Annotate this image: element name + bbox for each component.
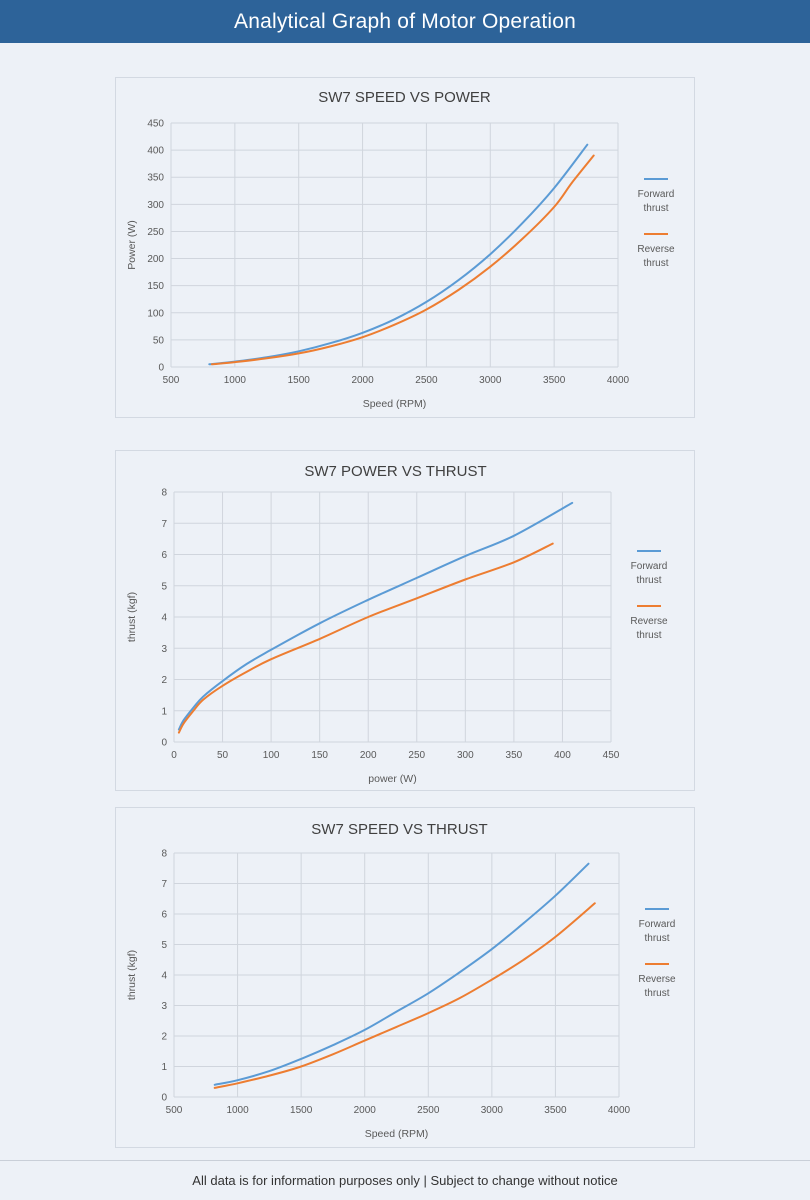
y-tick-label: 6	[161, 910, 167, 921]
y-tick-label: 200	[147, 254, 164, 265]
legend-label: Forward	[638, 189, 675, 200]
x-tick-label: 2000	[351, 375, 374, 386]
legend-label: thrust	[644, 988, 669, 999]
chart-speed-vs-power: SW7 SPEED VS POWER 500 1000 1500 2000 2500 300…	[115, 77, 695, 418]
y-tick-label: 0	[158, 363, 164, 374]
y-tick-label: 2	[161, 675, 167, 686]
y-tick-label: 4	[161, 613, 167, 624]
legend-label: Reverse	[637, 244, 675, 255]
x-tick-label: 2500	[417, 1105, 440, 1116]
x-tick-label: 1500	[288, 375, 311, 386]
y-tick-label: 3	[161, 1001, 167, 1012]
x-tick-label: 4000	[607, 375, 630, 386]
legend-label: Reverse	[630, 616, 668, 627]
y-tick-label: 400	[147, 146, 164, 157]
series-line	[210, 154, 595, 366]
legend-label: thrust	[643, 203, 668, 214]
y-axis-label: thrust (kgf)	[126, 592, 138, 642]
y-tick-label: 5	[161, 940, 167, 951]
x-tick-label: 400	[554, 750, 571, 761]
y-tick-label: 1	[161, 1062, 167, 1073]
x-tick-label: 350	[506, 750, 523, 761]
y-tick-label: 0	[161, 738, 167, 749]
x-tick-label: 1000	[226, 1105, 249, 1116]
series-line	[177, 542, 554, 734]
legend-label: thrust	[636, 630, 661, 641]
page-title: Analytical Graph of Motor Operation	[234, 9, 576, 33]
y-tick-label: 8	[161, 488, 167, 499]
y-tick-label: 2	[161, 1032, 167, 1043]
x-tick-label: 3000	[479, 375, 502, 386]
y-tick-label: 150	[147, 281, 164, 292]
y-tick-label: 8	[161, 849, 167, 860]
y-tick-label: 7	[161, 879, 167, 890]
footer: All data is for information purposes onl…	[0, 1161, 810, 1200]
series-line	[177, 501, 574, 731]
y-tick-label: 4	[161, 971, 167, 982]
x-tick-label: 500	[163, 375, 180, 386]
y-axis-label: thrust (kgf)	[126, 950, 138, 1000]
page-header: Analytical Graph of Motor Operation	[0, 0, 810, 43]
chart-speed-vs-thrust: SW7 SPEED VS THRUST 500 1000 1500 2000 2500 30…	[115, 807, 695, 1148]
chart-title: SW7 POWER VS THRUST	[304, 463, 486, 480]
legend-label: Reverse	[638, 974, 676, 985]
x-tick-label: 4000	[608, 1105, 631, 1116]
legend-label: Forward	[639, 919, 676, 930]
chart-title: SW7 SPEED VS THRUST	[311, 821, 487, 838]
y-tick-label: 100	[147, 308, 164, 319]
y-tick-label: 0	[161, 1093, 167, 1104]
y-tick-label: 450	[147, 119, 164, 130]
x-tick-label: 2500	[415, 375, 438, 386]
x-tick-label: 1000	[224, 375, 247, 386]
x-tick-label: 500	[166, 1105, 183, 1116]
y-tick-label: 250	[147, 227, 164, 238]
x-tick-label: 50	[217, 750, 229, 761]
legend-label: thrust	[644, 933, 669, 944]
y-tick-label: 300	[147, 200, 164, 211]
y-tick-label: 5	[161, 581, 167, 592]
x-tick-label: 0	[171, 750, 177, 761]
series-line	[213, 902, 596, 1089]
x-axis-label: power (W)	[368, 773, 416, 785]
chart-title: SW7 SPEED VS POWER	[318, 89, 491, 106]
y-tick-label: 7	[161, 519, 167, 530]
footer-disclaimer: All data is for information purposes onl…	[192, 1173, 618, 1188]
series-line	[213, 862, 590, 1086]
x-tick-label: 200	[360, 750, 377, 761]
y-tick-label: 50	[153, 335, 165, 346]
legend-label: Forward	[631, 561, 668, 572]
y-tick-label: 3	[161, 644, 167, 655]
x-tick-label: 450	[603, 750, 620, 761]
x-tick-label: 300	[457, 750, 474, 761]
x-axis-label: Speed (RPM)	[365, 1128, 429, 1140]
series-line	[208, 143, 589, 366]
y-tick-label: 1	[161, 706, 167, 717]
x-tick-label: 250	[408, 750, 425, 761]
x-tick-label: 2000	[354, 1105, 377, 1116]
y-axis-label: Power (W)	[126, 220, 138, 270]
y-tick-label: 6	[161, 550, 167, 561]
y-tick-label: 350	[147, 173, 164, 184]
x-tick-label: 100	[263, 750, 280, 761]
legend-label: thrust	[643, 258, 668, 269]
footer-divider	[0, 1160, 810, 1161]
x-tick-label: 150	[311, 750, 328, 761]
x-tick-label: 3500	[543, 375, 566, 386]
x-tick-label: 3000	[481, 1105, 504, 1116]
x-tick-label: 3500	[544, 1105, 567, 1116]
chart-power-vs-thrust: SW7 POWER VS THRUST 0 50 100 150 200 250 300 350…	[115, 450, 695, 791]
x-tick-label: 1500	[290, 1105, 313, 1116]
legend-label: thrust	[636, 575, 661, 586]
x-axis-label: Speed (RPM)	[363, 398, 427, 410]
